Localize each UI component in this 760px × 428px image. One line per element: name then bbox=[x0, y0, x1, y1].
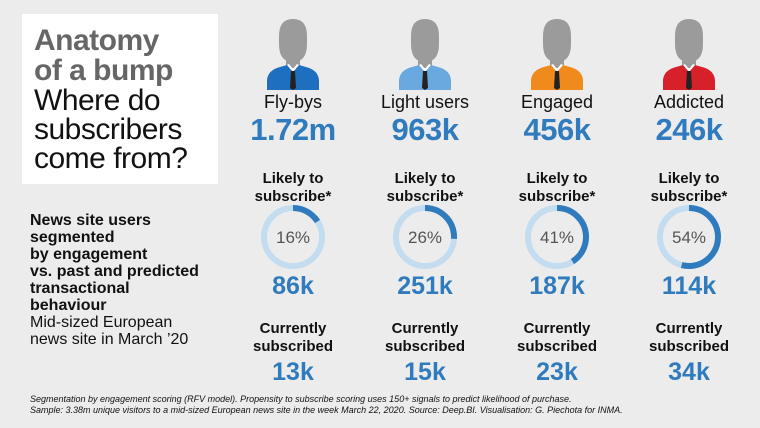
segment-users: 963k bbox=[391, 112, 459, 147]
segment-users: 246k bbox=[655, 112, 723, 147]
currently-subscribed-value: 13k bbox=[272, 358, 314, 386]
currently-subscribed-value: 34k bbox=[668, 358, 710, 386]
subtitle-line: subscribers bbox=[34, 113, 182, 146]
description-line: vs. past and predicted bbox=[30, 263, 199, 280]
segment-name: Light users bbox=[380, 92, 470, 112]
ring-value-arc bbox=[393, 205, 457, 269]
segment-name: Engaged bbox=[520, 92, 594, 112]
segment-column: Fly-bys 1.72m Likely to subscribe* 16% 86k Cur… bbox=[228, 0, 358, 395]
description-line: news site in March ’20 bbox=[30, 331, 189, 348]
title-box: Anatomy of a bump Where do subscribers c… bbox=[22, 14, 218, 184]
label-line: Likely to bbox=[262, 170, 324, 187]
ring-value-arc bbox=[261, 205, 325, 269]
label-line: subscribe* bbox=[386, 188, 464, 205]
description-line: by engagement bbox=[30, 246, 148, 263]
person-icon bbox=[663, 19, 715, 90]
title-line: Anatomy bbox=[34, 24, 159, 57]
description: News site users segmented by engagement … bbox=[30, 212, 250, 348]
currently-subscribed-value: 23k bbox=[536, 358, 578, 386]
segment-users: 456k bbox=[523, 112, 591, 147]
label-line: Likely to bbox=[394, 170, 456, 187]
title-subtitle: Where do subscribers come from? bbox=[34, 84, 218, 175]
likely-label: Likely to subscribe* bbox=[360, 170, 490, 206]
propensity-ring: 26% bbox=[393, 205, 457, 269]
footnote-line: Sample: 3.38m unique visitors to a mid-s… bbox=[30, 405, 623, 415]
subtitle-line: Where do bbox=[34, 84, 161, 117]
segment-column: Addicted 246k Likely to subscribe* 54% 114k Cu… bbox=[624, 0, 754, 395]
footnote: Segmentation by engagement scoring (RFV … bbox=[30, 394, 740, 416]
subtitle-line: come from? bbox=[34, 142, 188, 175]
currently-subscribed-value: 15k bbox=[404, 358, 446, 386]
label-line: Currently bbox=[523, 320, 591, 337]
description-normal: Mid-sized European news site in March ’2… bbox=[30, 314, 250, 348]
label-line: Likely to bbox=[658, 170, 720, 187]
segment-name: Fly-bys bbox=[264, 92, 322, 112]
propensity-ring: 16% bbox=[261, 205, 325, 269]
label-line: Currently bbox=[391, 320, 459, 337]
ring-percent-label: 16% bbox=[276, 228, 310, 247]
label-line: Likely to bbox=[526, 170, 588, 187]
person-icon bbox=[399, 19, 451, 90]
person-icon bbox=[267, 19, 319, 90]
label-line: subscribed bbox=[252, 338, 334, 355]
ring-value-arc bbox=[525, 205, 589, 269]
label-line: subscribed bbox=[516, 338, 598, 355]
segment-users: 1.72m bbox=[250, 112, 336, 147]
title-line: of a bump bbox=[34, 54, 173, 87]
label-line: subscribe* bbox=[650, 188, 728, 205]
ring-percent-label: 41% bbox=[540, 228, 574, 247]
segment-column: Light users 963k Likely to subscribe* 26% 251… bbox=[360, 0, 490, 395]
likely-to-subscribe-value: 86k bbox=[272, 272, 314, 300]
footnote-line: Segmentation by engagement scoring (RFV … bbox=[30, 394, 572, 404]
likely-to-subscribe-value: 187k bbox=[529, 272, 585, 300]
label-line: Currently bbox=[259, 320, 327, 337]
propensity-ring: 54% bbox=[657, 205, 721, 269]
currently-subscribed-label: Currently subscribed bbox=[228, 320, 358, 356]
segment-column: Engaged 456k Likely to subscribe* 41% 187k Cur… bbox=[492, 0, 622, 395]
ring-value-arc bbox=[657, 205, 721, 269]
likely-to-subscribe-value: 114k bbox=[661, 272, 717, 300]
description-line: Mid-sized European bbox=[30, 314, 173, 331]
description-line: News site users bbox=[30, 212, 151, 229]
currently-subscribed-label: Currently subscribed bbox=[624, 320, 754, 356]
person-icon bbox=[531, 19, 583, 90]
likely-label: Likely to subscribe* bbox=[624, 170, 754, 206]
ring-percent-label: 26% bbox=[408, 228, 442, 247]
likely-label: Likely to subscribe* bbox=[228, 170, 358, 206]
label-line: subscribed bbox=[384, 338, 466, 355]
label-line: Currently bbox=[655, 320, 723, 337]
ring-percent-label: 54% bbox=[672, 228, 706, 247]
description-line: behaviour bbox=[30, 297, 107, 314]
label-line: subscribed bbox=[648, 338, 730, 355]
description-line: transactional bbox=[30, 280, 130, 297]
currently-subscribed-label: Currently subscribed bbox=[360, 320, 490, 356]
description-line: segmented bbox=[30, 229, 115, 246]
title-main: Anatomy of a bump bbox=[34, 26, 218, 86]
propensity-ring: 41% bbox=[525, 205, 589, 269]
segment-name: Addicted bbox=[653, 92, 725, 112]
likely-to-subscribe-value: 251k bbox=[397, 272, 453, 300]
description-bold: News site users segmented by engagement … bbox=[30, 212, 250, 314]
label-line: subscribe* bbox=[254, 188, 332, 205]
currently-subscribed-label: Currently subscribed bbox=[492, 320, 622, 356]
label-line: subscribe* bbox=[518, 188, 596, 205]
likely-label: Likely to subscribe* bbox=[492, 170, 622, 206]
